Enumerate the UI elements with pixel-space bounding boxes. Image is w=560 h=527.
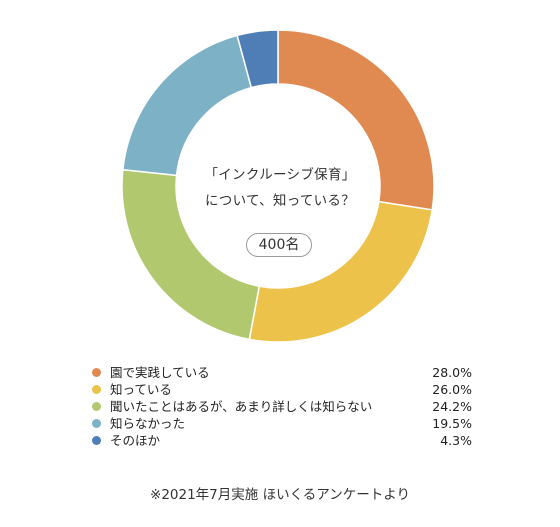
legend-value: 19.5% bbox=[432, 416, 472, 431]
legend-item: 園で実践している 28.0% bbox=[92, 364, 472, 381]
legend-value: 4.3% bbox=[440, 433, 472, 448]
donut-chart bbox=[121, 29, 435, 343]
legend-item: 知らなかった 19.5% bbox=[92, 415, 472, 432]
footnote: ※2021年7月実施 ほいくるアンケートより bbox=[150, 487, 410, 503]
center-question-line-1: 「インクルーシブ保育」 bbox=[204, 167, 356, 183]
legend-item: そのほか 4.3% bbox=[92, 432, 472, 449]
legend-label: 園で実践している bbox=[110, 365, 210, 380]
legend-label: 知っている bbox=[110, 382, 172, 397]
legend-label: 聞いたことはあるが、あまり詳しくは知らない bbox=[110, 399, 373, 414]
legend-value: 26.0% bbox=[432, 382, 472, 397]
legend-dot bbox=[92, 385, 101, 394]
legend-label: 知らなかった bbox=[110, 416, 186, 431]
sample-size-badge: 400名 bbox=[246, 233, 312, 257]
legend-dot bbox=[92, 436, 101, 445]
center-question-line-2: について、知っている？ bbox=[204, 193, 356, 209]
legend-item: 聞いたことはあるが、あまり詳しくは知らない 24.2% bbox=[92, 398, 472, 415]
legend-dot bbox=[92, 419, 101, 428]
legend: 園で実践している 28.0% 知っている 26.0% 聞いたことはあるが、あまり… bbox=[92, 364, 472, 449]
legend-item: 知っている 26.0% bbox=[92, 381, 472, 398]
legend-label: そのほか bbox=[110, 433, 161, 448]
legend-value: 24.2% bbox=[432, 399, 472, 414]
legend-dot bbox=[92, 368, 101, 377]
donut-slice bbox=[236, 29, 279, 89]
donut-slice bbox=[248, 200, 434, 343]
donut-slice bbox=[277, 29, 435, 211]
legend-dot bbox=[92, 402, 101, 411]
legend-value: 28.0% bbox=[432, 365, 472, 380]
donut-slice bbox=[122, 34, 253, 177]
